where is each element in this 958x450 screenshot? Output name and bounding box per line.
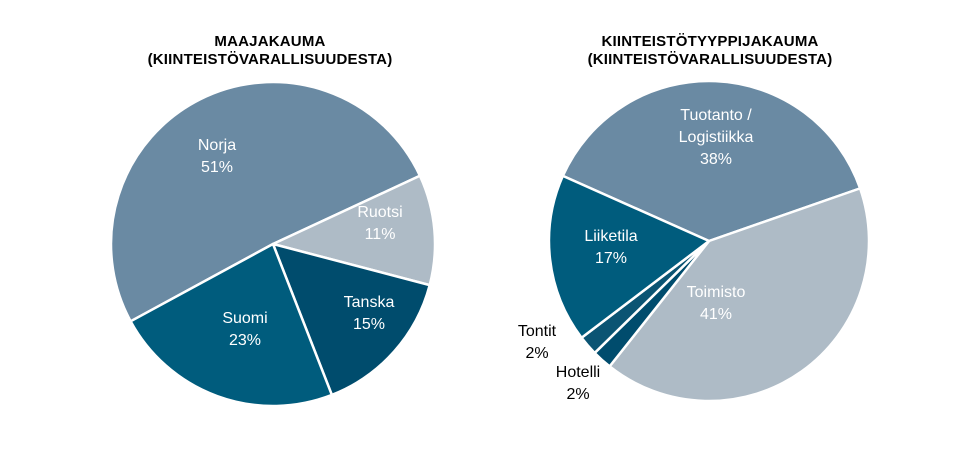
pie-slice-tanska <box>271 242 431 397</box>
pie-slice-suomi <box>129 242 334 408</box>
data-label-ruotsi: Ruotsi 11% <box>357 204 402 243</box>
pie-slice-tuotanto-logistiikka <box>561 79 862 243</box>
pie-slice-toimisto <box>608 187 871 403</box>
chart-title-country-line1: MAAJAKAUMA <box>214 33 326 50</box>
data-label-toimisto: Toimisto 41% <box>687 284 746 323</box>
pie-chart-property-type: Tuotanto / Logistiikka 38% Toimisto 41% Hotel… <box>518 79 871 403</box>
pie-chart-country: Norja 51% Ruotsi 11% Tanska 15% Suomi 23% <box>109 80 437 408</box>
data-label-hotelli: Hotelli 2% <box>556 364 600 403</box>
pie-slice-liiketila <box>547 174 711 339</box>
chart-title-country: MAAJAKAUMA (KIINTEISTÖVARALLISUUDESTA) <box>70 33 470 69</box>
pie-slice-norja <box>109 80 422 323</box>
chart-title-property-type-line1: KIINTEISTÖTYYPPIJAKAUMA <box>601 33 819 50</box>
chart-title-country-line2: (KIINTEISTÖVARALLISUUDESTA) <box>147 51 393 68</box>
data-label-tontit: Tontit 2% <box>518 323 557 362</box>
data-label-tanska: Tanska 15% <box>344 294 395 333</box>
data-label-suomi: Suomi 23% <box>222 310 267 349</box>
pie-slice-ruotsi <box>271 174 437 287</box>
data-label-liiketila: Liiketila 17% <box>584 228 637 267</box>
data-label-tuotanto-logistiikka: Tuotanto / Logistiikka 38% <box>679 107 754 168</box>
data-label-norja: Norja 51% <box>198 137 236 176</box>
chart-title-property-type: KIINTEISTÖTYYPPIJAKAUMA (KIINTEISTÖVARAL… <box>510 33 910 69</box>
chart-title-property-type-line2: (KIINTEISTÖVARALLISUUDESTA) <box>587 51 833 68</box>
